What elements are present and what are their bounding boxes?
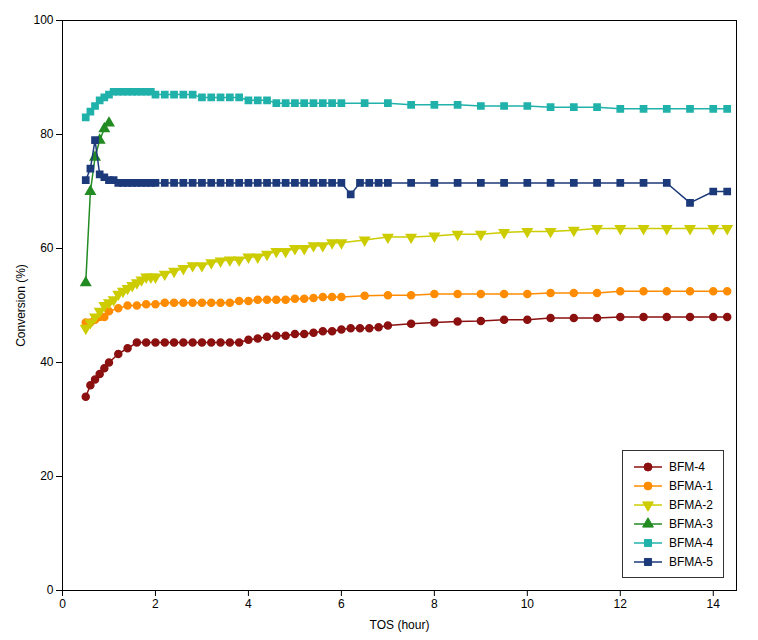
html-text:BFMA-3: BFMA-3: [669, 516, 713, 531]
html-text:BFMA-2: BFMA-2: [669, 497, 713, 512]
svg-text:Conversion (%): Conversion (%): [14, 264, 28, 347]
html-text:BFM-4: BFM-4: [669, 459, 705, 474]
svg-text:6: 6: [338, 597, 345, 611]
svg-text:40: 40: [40, 355, 54, 369]
svg-text:80: 80: [40, 127, 54, 141]
svg-text:0: 0: [47, 583, 54, 597]
svg-text:8: 8: [431, 597, 438, 611]
svg-text:12: 12: [614, 597, 628, 611]
svg-text:2: 2: [152, 597, 159, 611]
svg-text:10: 10: [521, 597, 535, 611]
svg-text:TOS (hour): TOS (hour): [370, 618, 430, 632]
html-text:BFMA-4: BFMA-4: [669, 535, 713, 550]
svg-text:20: 20: [40, 469, 54, 483]
svg-text:14: 14: [707, 597, 721, 611]
svg-text:0: 0: [59, 597, 66, 611]
svg-text:4: 4: [245, 597, 252, 611]
html-text:BFMA-1: BFMA-1: [669, 478, 713, 493]
html-text:BFMA-5: BFMA-5: [669, 554, 713, 569]
svg-text:100: 100: [33, 13, 53, 27]
svg-text:60: 60: [40, 241, 54, 255]
